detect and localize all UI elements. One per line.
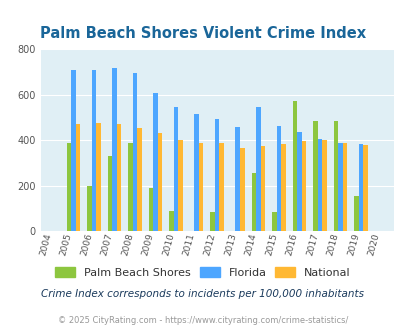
Bar [87, 185, 92, 231]
Bar [276, 125, 280, 231]
Bar [342, 143, 346, 231]
Bar [271, 212, 276, 231]
Bar [158, 133, 162, 231]
Bar [153, 93, 158, 231]
Bar [92, 70, 96, 231]
Bar [321, 140, 326, 231]
Bar [169, 211, 173, 231]
Bar [317, 139, 321, 231]
Bar [362, 145, 367, 231]
Bar [260, 146, 264, 231]
Bar [333, 121, 337, 231]
Bar [66, 143, 71, 231]
Text: © 2025 CityRating.com - https://www.cityrating.com/crime-statistics/: © 2025 CityRating.com - https://www.city… [58, 316, 347, 325]
Bar [214, 119, 219, 231]
Bar [173, 107, 178, 231]
Bar [210, 212, 214, 231]
Bar [312, 121, 317, 231]
Bar [337, 143, 342, 231]
Bar [301, 141, 305, 231]
Bar [128, 143, 132, 231]
Bar [353, 196, 358, 231]
Bar [251, 173, 256, 231]
Bar [178, 140, 183, 231]
Bar [149, 188, 153, 231]
Bar [219, 143, 224, 231]
Bar [292, 101, 296, 231]
Bar [280, 144, 285, 231]
Bar [75, 124, 80, 231]
Bar [235, 127, 239, 231]
Bar [239, 148, 244, 231]
Bar [117, 124, 121, 231]
Bar [198, 143, 203, 231]
Bar [137, 128, 141, 231]
Bar [132, 73, 137, 231]
Bar [71, 70, 75, 231]
Bar [256, 107, 260, 231]
Bar [107, 156, 112, 231]
Bar [96, 123, 100, 231]
Text: Palm Beach Shores Violent Crime Index: Palm Beach Shores Violent Crime Index [40, 26, 365, 41]
Bar [296, 132, 301, 231]
Bar [194, 114, 198, 231]
Bar [112, 68, 117, 231]
Text: Crime Index corresponds to incidents per 100,000 inhabitants: Crime Index corresponds to incidents per… [41, 289, 364, 299]
Legend: Palm Beach Shores, Florida, National: Palm Beach Shores, Florida, National [51, 263, 354, 282]
Bar [358, 144, 362, 231]
